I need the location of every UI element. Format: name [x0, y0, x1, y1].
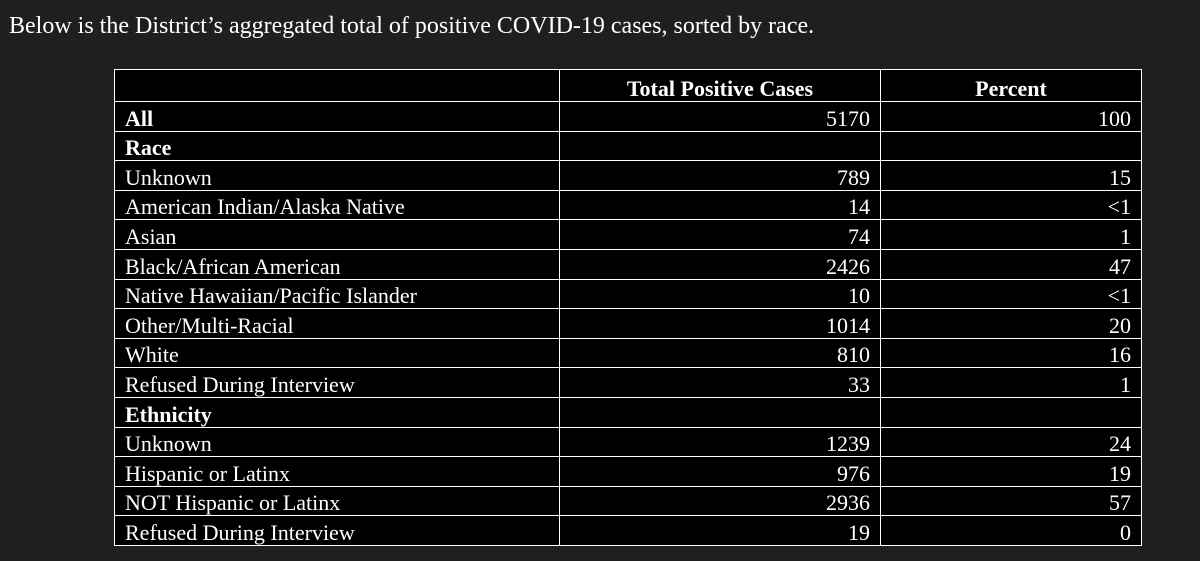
row-cases: 33	[559, 367, 881, 398]
row-cases: 19	[559, 515, 881, 546]
row-percent: 16	[880, 337, 1142, 369]
row-label: NOT Hispanic or Latinx	[114, 485, 560, 517]
row-label: Native Hawaiian/Pacific Islander	[114, 278, 560, 310]
table-row: Refused During Interview 33 1	[114, 367, 1142, 398]
group-label-race: Race	[114, 130, 560, 162]
row-percent: 1	[880, 219, 1142, 250]
row-percent: 57	[880, 485, 1142, 517]
row-label: Unknown	[114, 160, 560, 191]
row-cases: 10	[559, 278, 881, 310]
table-group-ethnicity: Ethnicity	[114, 396, 1142, 428]
row-percent: 15	[880, 160, 1142, 191]
table-row: American Indian/Alaska Native 14 <1	[114, 189, 1142, 221]
row-percent: 100	[880, 101, 1142, 132]
row-label: Asian	[114, 219, 560, 250]
empty-cell	[880, 130, 1142, 162]
group-label-ethnicity: Ethnicity	[114, 396, 560, 428]
header-total-positive-cases: Total Positive Cases	[559, 69, 881, 102]
header-percent: Percent	[880, 69, 1142, 102]
row-cases: 1239	[559, 426, 881, 458]
table-row: White 810 16	[114, 337, 1142, 369]
page-caption: Below is the District’s aggregated total…	[9, 13, 815, 39]
row-label: Hispanic or Latinx	[114, 456, 560, 487]
header-label	[114, 69, 560, 102]
row-cases: 74	[559, 219, 881, 250]
empty-cell	[559, 130, 881, 162]
row-percent: 0	[880, 515, 1142, 546]
table-header-row: Total Positive Cases Percent	[114, 69, 1142, 102]
row-label: American Indian/Alaska Native	[114, 189, 560, 221]
row-cases: 14	[559, 189, 881, 221]
table-row: Native Hawaiian/Pacific Islander 10 <1	[114, 278, 1142, 310]
row-label: Refused During Interview	[114, 367, 560, 398]
table-row-all: All 5170 100	[114, 101, 1142, 132]
table-group-race: Race	[114, 130, 1142, 162]
row-percent: <1	[880, 189, 1142, 221]
table-row: Refused During Interview 19 0	[114, 515, 1142, 546]
table-row: Unknown 789 15	[114, 160, 1142, 191]
row-percent: 47	[880, 248, 1142, 280]
row-cases: 1014	[559, 308, 881, 339]
table-row: Hispanic or Latinx 976 19	[114, 456, 1142, 487]
row-cases: 2426	[559, 248, 881, 280]
row-cases: 789	[559, 160, 881, 191]
row-cases: 2936	[559, 485, 881, 517]
row-percent: <1	[880, 278, 1142, 310]
row-label: White	[114, 337, 560, 369]
table-row: NOT Hispanic or Latinx 2936 57	[114, 485, 1142, 517]
table-row: Black/African American 2426 47	[114, 248, 1142, 280]
row-label: Other/Multi-Racial	[114, 308, 560, 339]
row-label: Black/African American	[114, 248, 560, 280]
row-label: Refused During Interview	[114, 515, 560, 546]
table-row: Asian 74 1	[114, 219, 1142, 250]
row-percent: 24	[880, 426, 1142, 458]
row-cases: 810	[559, 337, 881, 369]
covid-cases-by-race-table: Total Positive Cases Percent All 5170 10…	[114, 69, 1142, 546]
row-label: All	[114, 101, 560, 132]
row-percent: 1	[880, 367, 1142, 398]
table-row: Unknown 1239 24	[114, 426, 1142, 458]
row-percent: 19	[880, 456, 1142, 487]
empty-cell	[880, 396, 1142, 428]
row-label: Unknown	[114, 426, 560, 458]
table-row: Other/Multi-Racial 1014 20	[114, 308, 1142, 339]
empty-cell	[559, 396, 881, 428]
row-cases: 5170	[559, 101, 881, 132]
row-cases: 976	[559, 456, 881, 487]
row-percent: 20	[880, 308, 1142, 339]
